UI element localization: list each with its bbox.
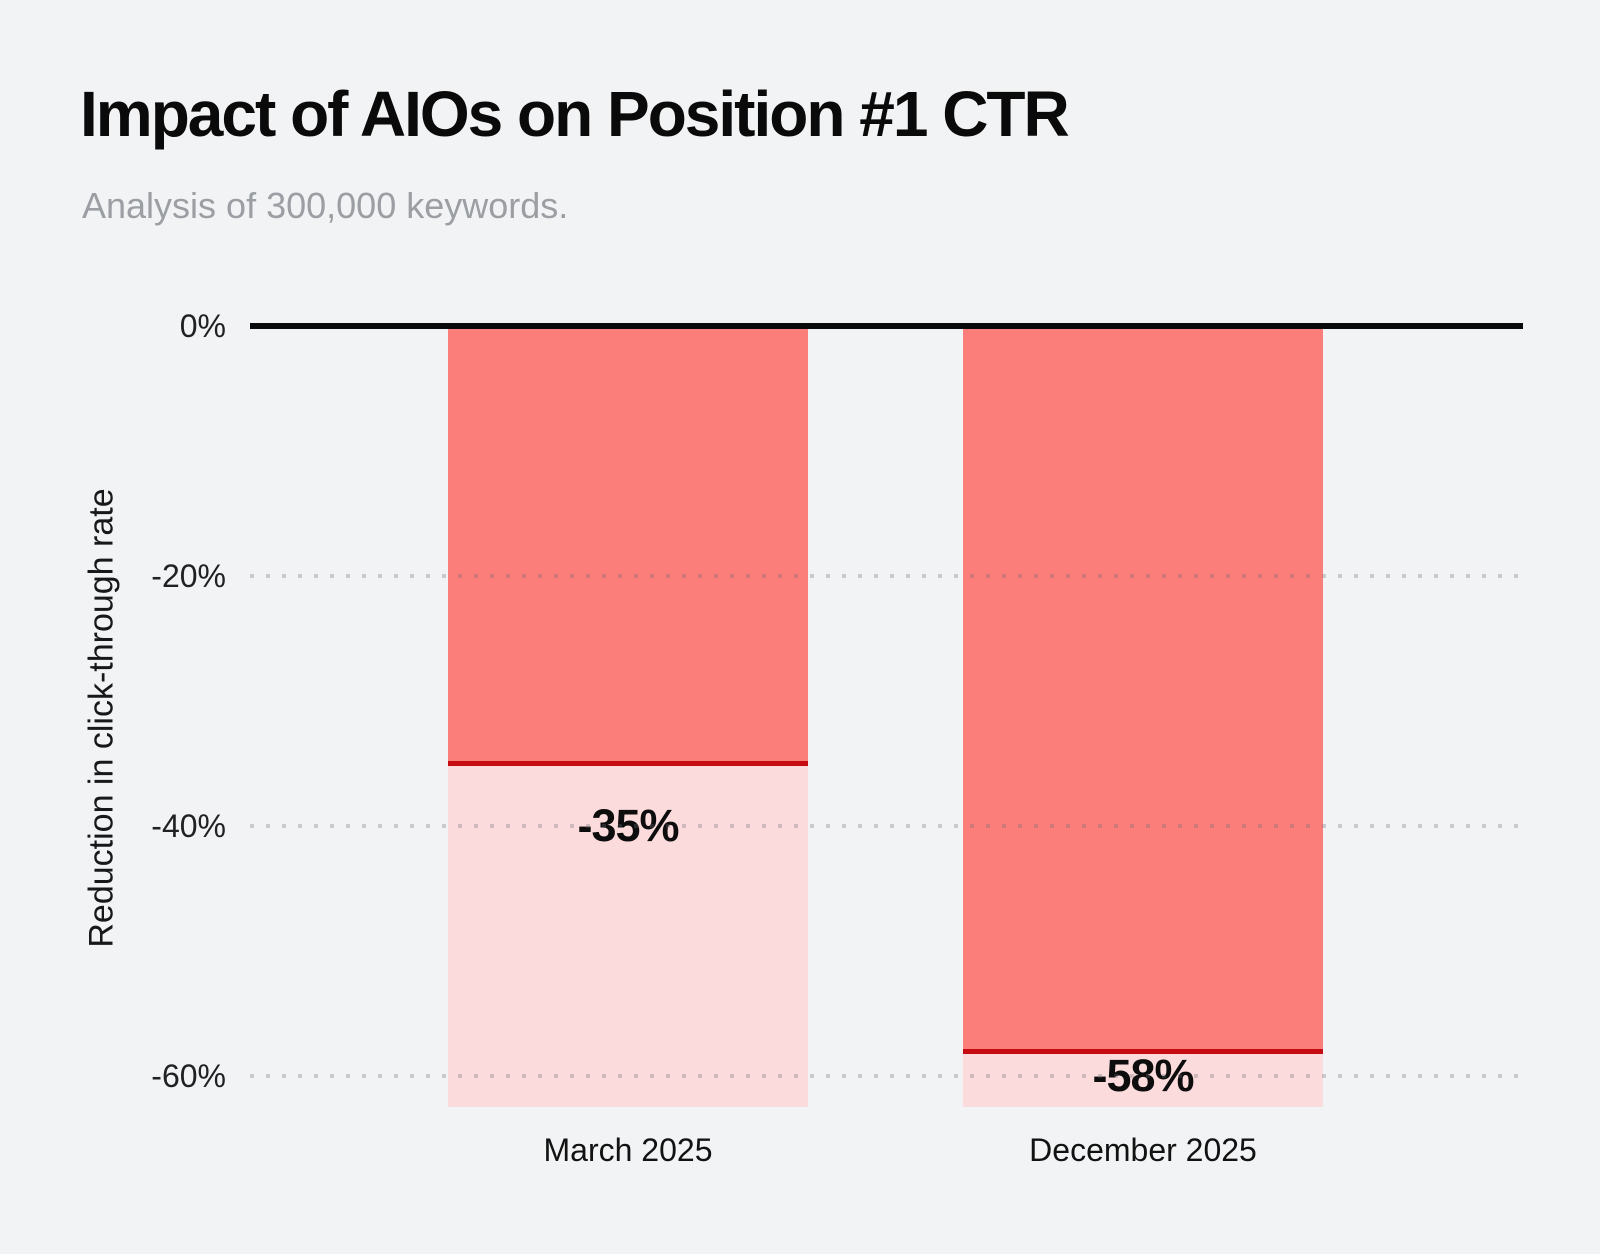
y-axis-title: Reduction in click-through rate: [82, 488, 121, 948]
y-tick-label-60: -60%: [151, 1057, 226, 1094]
x-tick-label: March 2025: [543, 1132, 713, 1168]
bar-remainder: [963, 1050, 1323, 1107]
bar-value-line: [448, 761, 808, 767]
bar-march-2025: -35% March 2025: [448, 326, 808, 1168]
bar-remainder: [448, 763, 808, 1107]
y-tick-label-0: 0%: [179, 308, 226, 344]
gridline-minus-20: [250, 573, 1523, 578]
y-tick-label-40: -40%: [151, 807, 226, 844]
x-axis-baseline: [250, 323, 1523, 329]
y-tick-label-20: -20%: [151, 557, 226, 594]
gridline-minus-40: [250, 823, 1523, 828]
bar-value-label: -58%: [1092, 1050, 1194, 1101]
bar-december-2025: -58% December 2025: [963, 326, 1323, 1168]
chart-subtitle: Analysis of 300,000 keywords.: [82, 185, 569, 226]
bar-value-label: -35%: [577, 800, 679, 852]
bar-value-line: [963, 1048, 1323, 1054]
chart-title: Impact of AIOs on Position #1 CTR: [80, 78, 1070, 150]
bar-fill: [963, 326, 1323, 1051]
bar-fill: [448, 326, 808, 764]
plot-area: -35% March 2025 -58% December 2025: [250, 323, 1523, 1168]
x-tick-label: December 2025: [1029, 1132, 1257, 1168]
gridline-minus-60: [250, 1073, 1523, 1078]
